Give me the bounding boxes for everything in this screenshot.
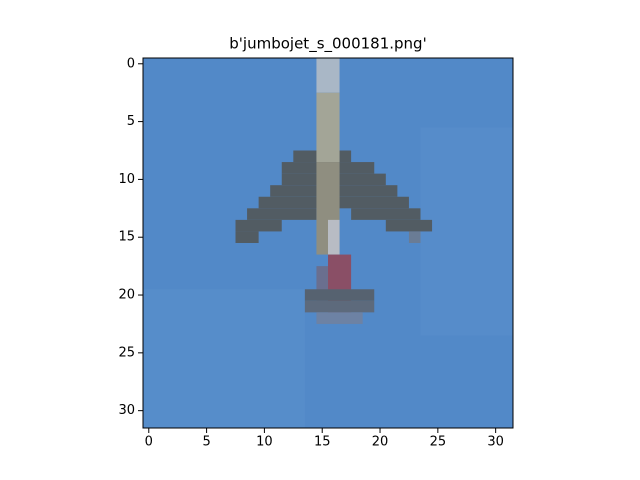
y-tick-label: 15 [118, 230, 135, 245]
x-tick-label: 25 [430, 435, 447, 450]
y-tick-label: 5 [127, 114, 135, 129]
y-tick-label: 0 [127, 56, 135, 71]
x-tick-label: 15 [314, 435, 331, 450]
x-tick-label: 5 [202, 435, 210, 450]
x-tick-label: 0 [145, 435, 153, 450]
image [143, 58, 513, 428]
y-tick-label: 30 [118, 403, 135, 418]
y-tick-label: 20 [118, 288, 135, 303]
x-tick-label: 30 [487, 435, 504, 450]
chart-title: b'jumbojet_s_000181.png' [229, 35, 426, 54]
axes-frame [142, 57, 514, 429]
y-tick-label: 25 [118, 345, 135, 360]
x-tick-label: 20 [372, 435, 389, 450]
y-tick-label: 10 [118, 172, 135, 187]
x-tick-label: 10 [256, 435, 273, 450]
